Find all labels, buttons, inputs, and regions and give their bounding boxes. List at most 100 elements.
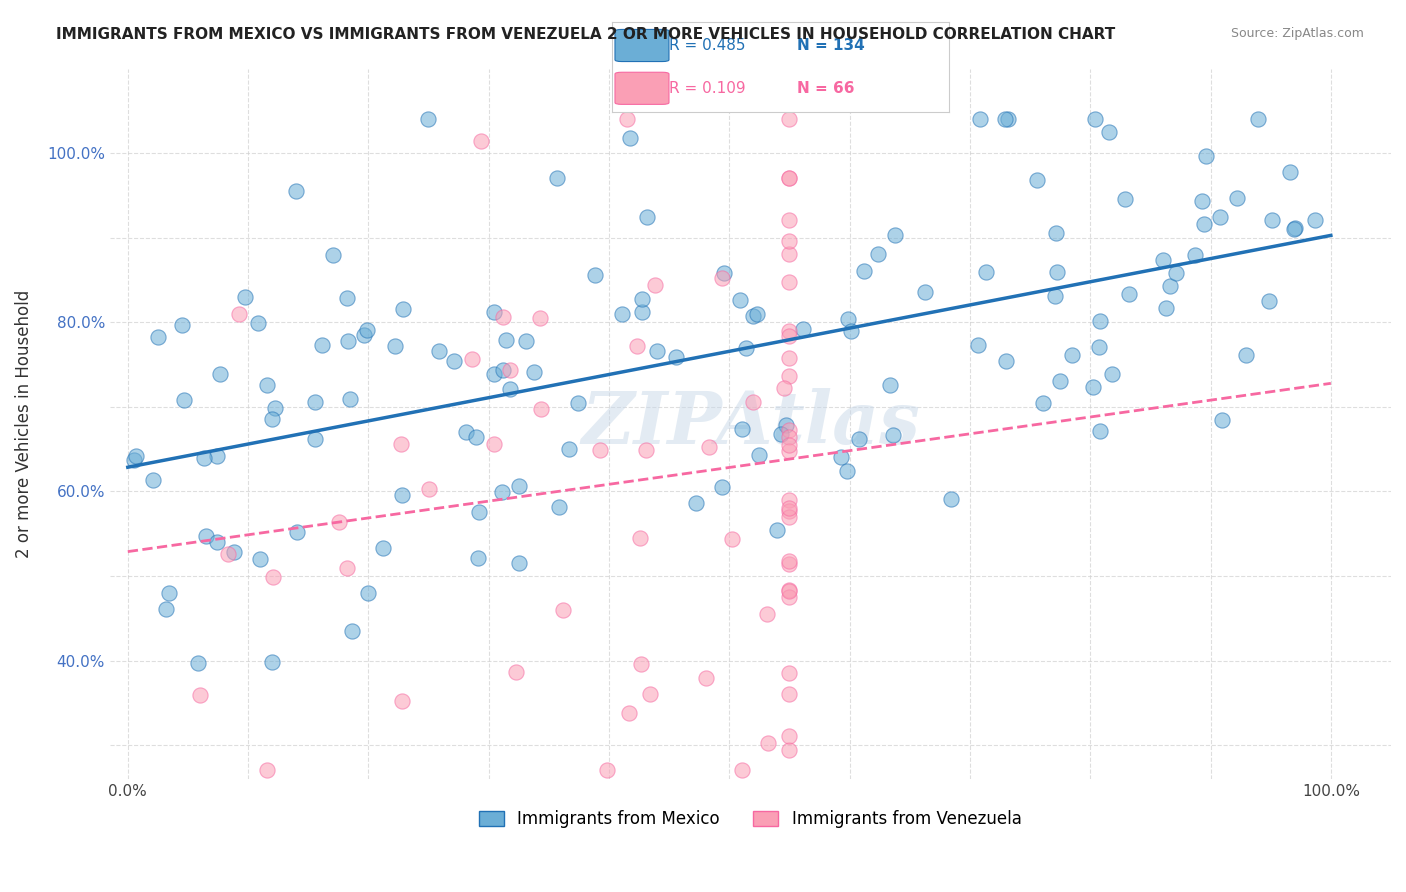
Immigrants from Mexico — [839, 324, 862, 338]
Immigrants from Venezuela — [756, 607, 779, 621]
Immigrants from Venezuela — [779, 687, 801, 701]
Immigrants from Venezuela — [779, 170, 801, 185]
Immigrants from Mexico — [193, 450, 215, 465]
Immigrants from Mexico — [465, 430, 488, 444]
Immigrants from Mexico — [508, 479, 530, 493]
Immigrants from Mexico — [515, 334, 537, 349]
Immigrants from Venezuela — [779, 510, 801, 524]
Immigrants from Mexico — [209, 368, 232, 382]
Immigrants from Mexico — [636, 211, 658, 225]
Immigrants from Mexico — [1049, 374, 1071, 388]
Immigrants from Venezuela — [779, 423, 801, 437]
Immigrants from Mexico — [357, 586, 380, 600]
Immigrants from Mexico — [416, 112, 439, 127]
Immigrants from Mexico — [879, 378, 901, 392]
Immigrants from Venezuela — [779, 369, 801, 384]
Immigrants from Mexico — [830, 450, 852, 465]
Immigrants from Mexico — [1045, 289, 1067, 303]
Immigrants from Venezuela — [697, 440, 720, 454]
Immigrants from Mexico — [745, 307, 768, 321]
Immigrants from Mexico — [647, 343, 669, 358]
Immigrants from Mexico — [1195, 149, 1218, 163]
Immigrants from Venezuela — [498, 363, 520, 377]
Immigrants from Mexico — [742, 310, 765, 324]
Immigrants from Venezuela — [188, 688, 211, 702]
Immigrants from Mexico — [1234, 348, 1257, 362]
Immigrants from Mexico — [1088, 314, 1111, 328]
Immigrants from Mexico — [619, 131, 641, 145]
Immigrants from Mexico — [373, 541, 395, 556]
Immigrants from Venezuela — [779, 743, 801, 757]
Text: R = 0.109: R = 0.109 — [669, 81, 745, 95]
Immigrants from Venezuela — [779, 583, 801, 598]
Immigrants from Mexico — [1284, 220, 1306, 235]
Immigrants from Mexico — [339, 392, 361, 406]
Immigrants from Mexico — [994, 353, 1017, 368]
Immigrants from Mexico — [1046, 264, 1069, 278]
Text: R = 0.485: R = 0.485 — [669, 38, 745, 53]
Immigrants from Mexico — [205, 535, 228, 549]
Immigrants from Venezuela — [644, 277, 666, 292]
Immigrants from Mexico — [508, 556, 530, 570]
Immigrants from Venezuela — [779, 328, 801, 343]
Immigrants from Mexico — [157, 586, 180, 600]
Immigrants from Venezuela — [779, 438, 801, 452]
Immigrants from Mexico — [939, 491, 962, 506]
Immigrants from Mexico — [1159, 278, 1181, 293]
Immigrants from Mexico — [914, 285, 936, 300]
Immigrants from Venezuela — [779, 554, 801, 568]
Immigrants from Mexico — [1194, 217, 1216, 231]
Immigrants from Venezuela — [628, 531, 651, 545]
Immigrants from Mexico — [1258, 294, 1281, 309]
Immigrants from Mexico — [187, 657, 209, 671]
Immigrants from Mexico — [337, 334, 360, 348]
Text: ZIPAtlas: ZIPAtlas — [581, 388, 920, 459]
Immigrants from Mexico — [837, 312, 859, 326]
Immigrants from Mexico — [852, 263, 875, 277]
Immigrants from Mexico — [284, 184, 307, 198]
Immigrants from Mexico — [285, 525, 308, 540]
Immigrants from Mexico — [172, 318, 194, 332]
Immigrants from Mexico — [548, 500, 571, 514]
Immigrants from Mexico — [731, 422, 754, 436]
Immigrants from Mexico — [866, 247, 889, 261]
Immigrants from Mexico — [482, 304, 505, 318]
Immigrants from Venezuela — [779, 443, 801, 458]
Immigrants from Mexico — [391, 488, 413, 502]
Immigrants from Mexico — [523, 365, 546, 379]
Immigrants from Mexico — [495, 333, 517, 347]
Immigrants from Venezuela — [630, 657, 652, 671]
Immigrants from Venezuela — [595, 764, 617, 778]
Immigrants from Mexico — [1084, 112, 1107, 127]
Immigrants from Mexico — [484, 367, 506, 381]
Immigrants from Mexico — [492, 363, 515, 377]
Immigrants from Venezuela — [418, 483, 440, 497]
Immigrants from Mexico — [567, 396, 589, 410]
Immigrants from Venezuela — [492, 310, 515, 324]
Immigrants from Venezuela — [779, 582, 801, 597]
Immigrants from Mexico — [848, 432, 870, 446]
Immigrants from Mexico — [1154, 301, 1177, 316]
Immigrants from Venezuela — [779, 212, 801, 227]
Immigrants from Venezuela — [389, 437, 412, 451]
Y-axis label: 2 or more Vehicles in Household: 2 or more Vehicles in Household — [15, 290, 32, 558]
Immigrants from Venezuela — [328, 516, 350, 530]
Immigrants from Venezuela — [529, 310, 551, 325]
Immigrants from Mexico — [256, 378, 278, 392]
Immigrants from Venezuela — [772, 380, 794, 394]
Immigrants from Mexico — [335, 291, 357, 305]
Immigrants from Mexico — [728, 293, 751, 307]
Immigrants from Mexico — [994, 112, 1017, 127]
Immigrants from Venezuela — [636, 443, 658, 458]
Immigrants from Mexico — [557, 442, 579, 457]
Immigrants from Venezuela — [470, 134, 492, 148]
Immigrants from Mexico — [443, 353, 465, 368]
Immigrants from Mexico — [1208, 210, 1230, 224]
Immigrants from Venezuela — [505, 665, 527, 679]
Immigrants from Mexico — [769, 426, 792, 441]
Immigrants from Mexico — [610, 307, 633, 321]
Immigrants from Venezuela — [756, 736, 779, 750]
Immigrants from Venezuela — [336, 561, 359, 575]
Text: Source: ZipAtlas.com: Source: ZipAtlas.com — [1230, 27, 1364, 40]
Immigrants from Venezuela — [588, 443, 610, 458]
